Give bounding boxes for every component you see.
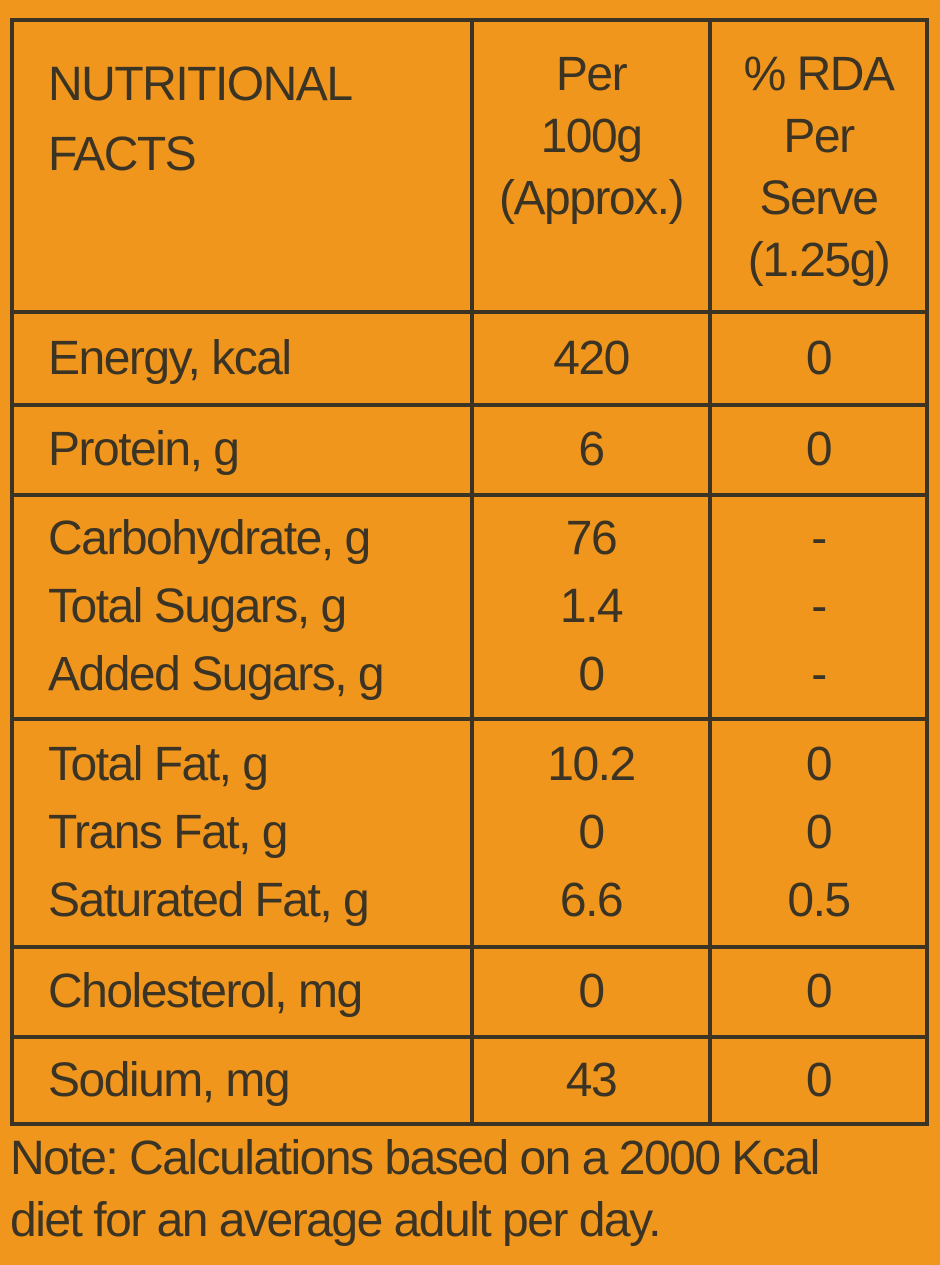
nutrient-row: Carbohydrate, g Total Sugars, g Added Suga…	[10, 493, 929, 721]
cell-line: -	[811, 580, 827, 633]
note: Note: Calculations based on a 2000 Kcal d…	[10, 1128, 820, 1252]
cell-line: (Approx.)	[499, 172, 684, 225]
row-cell: Energy, kcal	[10, 310, 474, 407]
row-cell: 6	[470, 403, 712, 497]
cell-line: NUTRITIONAL	[48, 58, 353, 111]
row-cell: 0	[708, 945, 929, 1039]
cell-line: Sodium, mg	[48, 1053, 291, 1107]
row-cell: Sodium, mg	[10, 1035, 474, 1126]
cell-line: -	[811, 648, 827, 701]
cell-line: Trans Fat, g	[48, 806, 288, 859]
cell-line: 0.5	[787, 874, 851, 927]
cell-line: % RDA	[743, 48, 895, 101]
nutrient-row: Cholesterol, mg 0 0	[10, 945, 929, 1039]
cell-line: Note: Calculations based on a 2000 Kcal	[10, 1132, 820, 1185]
cell-line: Per	[783, 110, 855, 163]
nutrient-row: Protein, g 6 0	[10, 403, 929, 497]
cell-line: Total Fat, g	[48, 738, 269, 791]
header-cell: NUTRITIONAL FACTS	[10, 18, 474, 314]
row-cell: 0	[708, 310, 929, 407]
cell-line: Cholesterol, mg	[48, 965, 363, 1018]
cell-line: 420	[553, 331, 630, 385]
cell-line: 0	[578, 806, 605, 859]
row-cell: Protein, g	[10, 403, 474, 497]
cell-line: 0	[578, 648, 605, 701]
header-cell: % RDA Per Serve (1.25g)	[708, 18, 929, 314]
table-body: NUTRITIONAL FACTS Per 100g (Approx.) % RDA Per…	[10, 18, 929, 1126]
row-cell: 0	[708, 1035, 929, 1126]
row-cell: 43	[470, 1035, 712, 1126]
header-row: NUTRITIONAL FACTS Per 100g (Approx.) % RDA Per…	[10, 18, 929, 314]
cell-line: 0	[805, 738, 833, 791]
cell-line: 0	[805, 1053, 833, 1107]
row-cell: 0	[708, 403, 929, 497]
cell-line: 100g	[540, 110, 643, 163]
nutrient-row: Total Fat, g Trans Fat, g Saturated Fat, g…	[10, 717, 929, 949]
cell-line: Total Sugars, g	[48, 580, 347, 633]
cell-line: 0	[805, 331, 833, 385]
row-cell: 420	[470, 310, 712, 407]
cell-line: Energy, kcal	[48, 331, 292, 385]
cell-line: Protein, g	[48, 423, 240, 476]
nutrient-row: Sodium, mg 43 0	[10, 1035, 929, 1126]
row-cell: Cholesterol, mg	[10, 945, 474, 1039]
cell-line: 76	[565, 512, 618, 565]
row-cell: 0 0 0.5	[708, 717, 929, 949]
nutrient-row: Energy, kcal 420 0	[10, 310, 929, 407]
row-cell: 10.2 0 6.6	[470, 717, 712, 949]
header-cell: Per 100g (Approx.)	[470, 18, 712, 314]
cell-line: Per	[555, 48, 628, 101]
cell-line: -	[811, 512, 827, 565]
row-cell: Total Fat, g Trans Fat, g Saturated Fat, g	[10, 717, 474, 949]
cell-line: Carbohydrate, g	[48, 512, 371, 565]
cell-line: 0	[805, 423, 833, 476]
row-cell: - - -	[708, 493, 929, 721]
cell-line: (1.25g)	[747, 234, 891, 287]
row-cell: 76 1.4 0	[470, 493, 712, 721]
cell-line: 0	[805, 806, 833, 859]
cell-line: Saturated Fat, g	[48, 874, 370, 927]
cell-line: Added Sugars, g	[48, 648, 385, 701]
row-cell: Carbohydrate, g Total Sugars, g Added Suga…	[10, 493, 474, 721]
cell-line: FACTS	[48, 128, 197, 181]
nutrition-table: NUTRITIONAL FACTS Per 100g (Approx.) % RDA Per…	[10, 18, 929, 1126]
cell-line: 0	[578, 965, 605, 1018]
cell-line: 6.6	[559, 874, 624, 927]
row-cell: 0	[470, 945, 712, 1039]
cell-line: 10.2	[547, 738, 636, 791]
cell-line: diet for an average adult per day.	[10, 1194, 661, 1247]
cell-line: 6	[578, 423, 605, 476]
cell-line: Serve	[759, 172, 879, 225]
cell-line: 43	[565, 1053, 618, 1107]
cell-line: 1.4	[559, 580, 624, 633]
cell-line: 0	[805, 965, 833, 1018]
